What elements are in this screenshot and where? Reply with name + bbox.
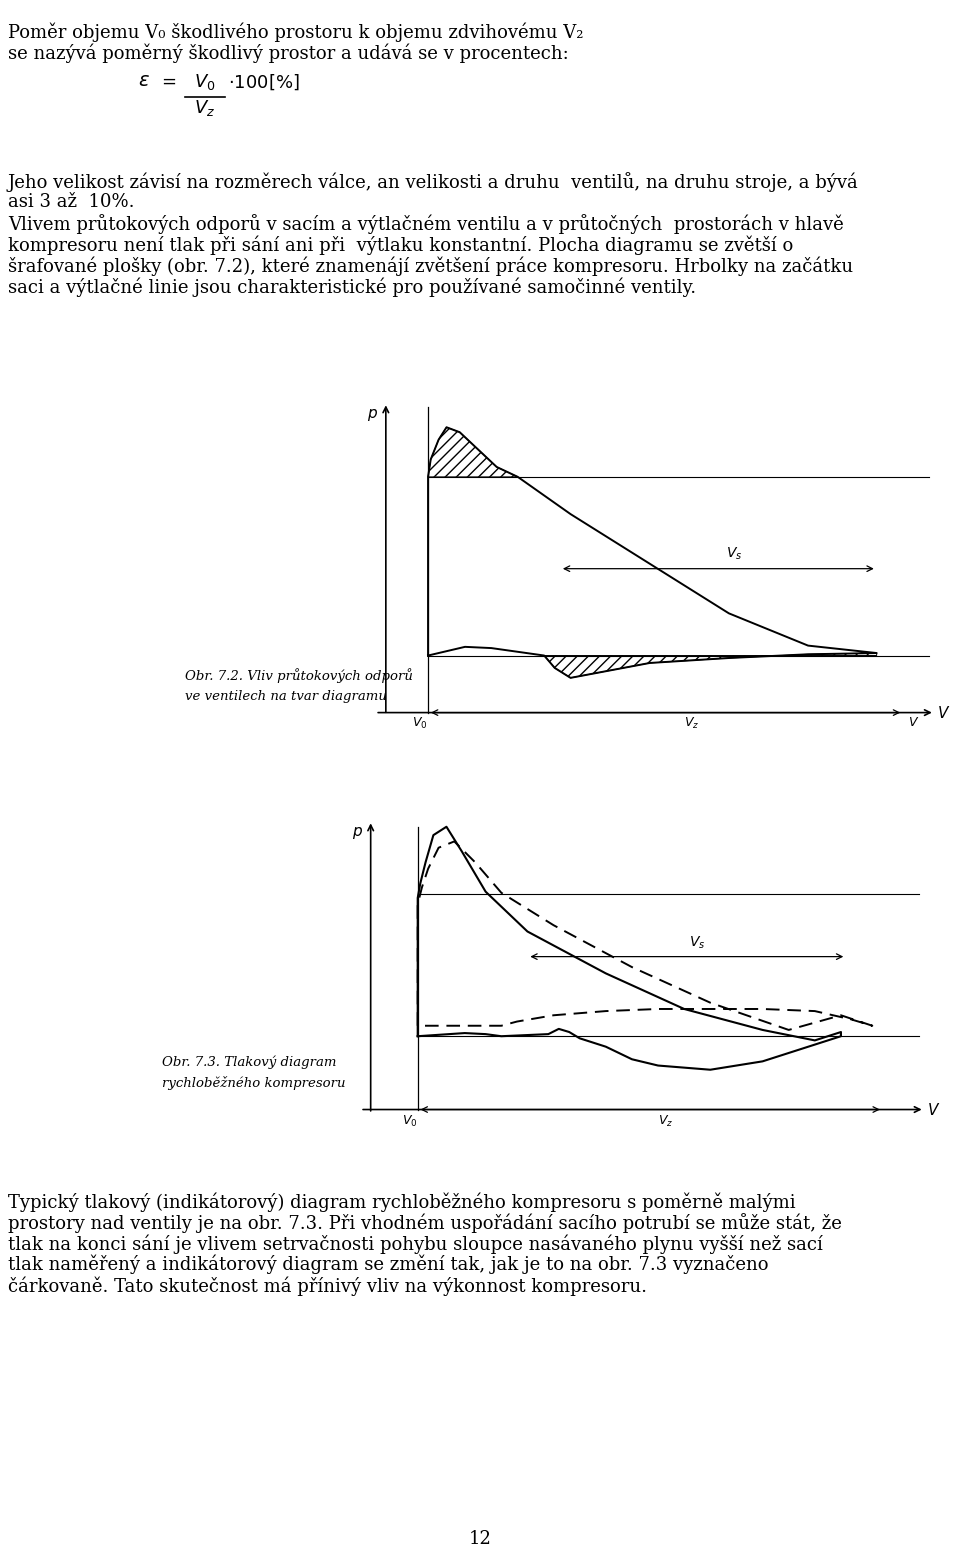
Text: Obr. 7.2. Vliv průtokových odporů: Obr. 7.2. Vliv průtokových odporů	[185, 668, 413, 683]
Text: $V_0$: $V_0$	[194, 72, 216, 92]
Text: čárkovaně. Tato skutečnost má přínivý vliv na výkonnost kompresoru.: čárkovaně. Tato skutečnost má přínivý vl…	[8, 1276, 647, 1296]
Text: saci a výtlačné linie jsou charakteristické pro používané samočinné ventily.: saci a výtlačné linie jsou charakteristi…	[8, 277, 696, 297]
Text: $V_s$: $V_s$	[726, 546, 742, 562]
Text: $\varepsilon$: $\varepsilon$	[138, 72, 150, 90]
Text: $V$: $V$	[937, 705, 950, 720]
Text: $V_z$: $V_z$	[684, 716, 700, 731]
Text: šrafované plošky (obr. 7.2), které znamenájí zvětšení práce kompresoru. Hrbolky : šrafované plošky (obr. 7.2), které zname…	[8, 257, 853, 275]
Text: $V$: $V$	[927, 1102, 941, 1117]
Text: $V_s$: $V_s$	[689, 935, 706, 951]
Text: $\cdot 100[\%]$: $\cdot 100[\%]$	[228, 72, 300, 92]
Text: kompresoru není tlak při sání ani při  výtlaku konstantní. Plocha diagramu se zv: kompresoru není tlak při sání ani při vý…	[8, 235, 793, 255]
Text: $p$: $p$	[352, 825, 363, 840]
Text: tlak naměřený a indikátorový diagram se změní tak, jak je to na obr. 7.3 vyznače: tlak naměřený a indikátorový diagram se …	[8, 1256, 769, 1274]
Text: rychloběžného kompresoru: rychloběžného kompresoru	[161, 1077, 346, 1091]
Text: $V_z$: $V_z$	[195, 98, 216, 118]
Polygon shape	[544, 654, 876, 678]
Text: Poměr objemu V₀ škodlivého prostoru k objemu zdvihovému V₂: Poměr objemu V₀ škodlivého prostoru k ob…	[8, 22, 584, 42]
Text: Typický tlakový (indikátorový) diagram rychloběžného kompresoru s poměrně malými: Typický tlakový (indikátorový) diagram r…	[8, 1192, 796, 1212]
Polygon shape	[428, 428, 517, 476]
Text: $V_0$: $V_0$	[413, 716, 428, 731]
Text: $V_z$: $V_z$	[659, 1114, 674, 1128]
Text: tlak na konci sání je vlivem setrvаčnosti pohybu sloupce nasávaného plynu vyšší : tlak na konci sání je vlivem setrvаčnost…	[8, 1234, 823, 1254]
Text: Jeho velikost závisí na rozměrech válce, an velikosti a druhu  ventilů, na druhu: Jeho velikost závisí na rozměrech válce,…	[8, 173, 859, 191]
Text: 12: 12	[468, 1530, 492, 1548]
Text: se nazývá poměrný škodlivý prostor a udává se v procentech:: se nazývá poměrný škodlivý prostor a udá…	[8, 44, 568, 62]
Text: prostory nad ventily je na obr. 7.3. Při vhodném uspořádání sacího potrubí se mů: prostory nad ventily je na obr. 7.3. Při…	[8, 1214, 842, 1232]
Text: $p$: $p$	[367, 408, 378, 423]
Text: asi 3 až  10%.: asi 3 až 10%.	[8, 193, 134, 212]
Text: $V$: $V$	[908, 716, 920, 730]
Text: $=$: $=$	[158, 72, 177, 90]
Text: ve ventilech na tvar diagramu: ve ventilech na tvar diagramu	[185, 691, 387, 703]
Text: Obr. 7.3. Tlakový diagram: Obr. 7.3. Tlakový diagram	[161, 1055, 336, 1069]
Text: $V_0$: $V_0$	[402, 1114, 418, 1128]
Text: Vlivem průtokových odporů v sacím a výtlačném ventilu a v průtočných  prostorách: Vlivem průtokových odporů v sacím a výtl…	[8, 215, 844, 233]
